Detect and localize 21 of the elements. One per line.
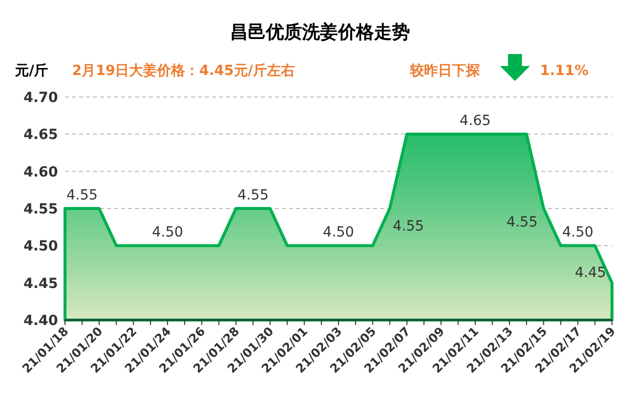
y-tick-label: 4.55	[23, 202, 58, 218]
y-tick-label: 4.60	[23, 164, 58, 180]
y-axis-title: 元/斤	[14, 62, 48, 79]
data-label: 4.50	[562, 224, 594, 241]
data-label: 4.55	[506, 214, 538, 230]
data-label: 4.50	[152, 224, 184, 241]
data-label: 4.50	[322, 224, 354, 241]
y-tick-label: 4.40	[23, 313, 58, 329]
chart-title: 昌邑优质洗姜价格走势	[230, 21, 410, 43]
y-tick-label: 4.70	[23, 90, 58, 106]
data-label: 4.55	[237, 188, 269, 204]
y-tick-label: 4.65	[23, 127, 58, 144]
text: 较昨日下探	[409, 63, 481, 79]
data-label: 4.65	[460, 113, 491, 130]
data-label: 4.45	[574, 264, 606, 281]
text: 1.11%	[540, 63, 589, 79]
y-tick-label: 4.50	[23, 238, 58, 255]
data-label: 4.55	[392, 218, 424, 234]
data-label: 4.55	[66, 188, 98, 204]
text: 2月19日大姜价格：4.45元/斤左右	[72, 62, 295, 79]
y-tick-label: 4.45	[23, 276, 58, 292]
